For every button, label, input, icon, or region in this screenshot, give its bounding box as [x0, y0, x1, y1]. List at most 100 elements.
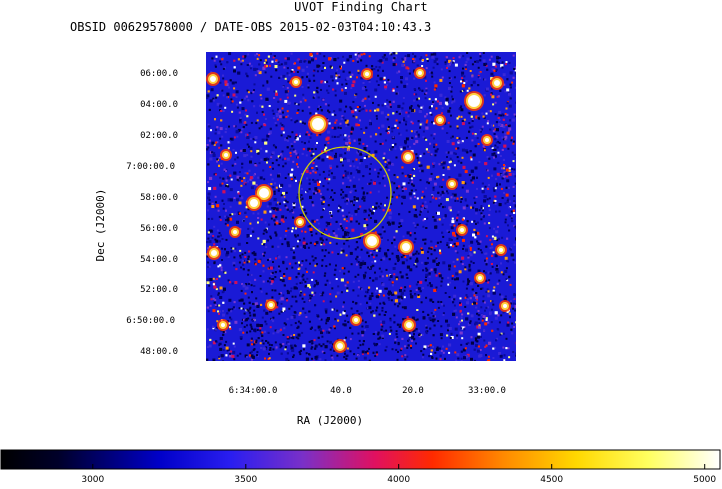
noise-pixel [442, 206, 445, 209]
noise-pixel [504, 269, 508, 273]
noise-pixel [367, 352, 369, 355]
noise-pixel [240, 184, 243, 187]
noise-pixel [451, 101, 454, 104]
noise-pixel [351, 73, 354, 76]
noise-pixel [345, 357, 348, 360]
noise-pixel [319, 237, 323, 241]
noise-pixel [338, 108, 342, 112]
noise-pixel [487, 281, 490, 284]
noise-pixel [477, 84, 480, 87]
noise-pixel [221, 89, 224, 92]
noise-pixel [346, 171, 350, 175]
noise-pixel [219, 347, 223, 351]
noise-pixel [485, 279, 488, 282]
noise-pixel [253, 105, 256, 108]
noise-pixel [326, 340, 329, 343]
noise-pixel [274, 182, 277, 185]
noise-pixel [326, 155, 329, 158]
noise-pixel [253, 67, 257, 71]
noise-pixel [410, 105, 413, 107]
noise-pixel [405, 123, 407, 126]
noise-pixel [325, 318, 329, 322]
noise-pixel [340, 224, 343, 227]
noise-pixel [416, 98, 419, 101]
noise-pixel [350, 172, 353, 175]
noise-pixel [213, 262, 216, 265]
noise-pixel [491, 329, 494, 332]
noise-pixel [385, 329, 388, 332]
noise-pixel [354, 209, 358, 213]
noise-pixel [451, 159, 454, 162]
noise-pixel [424, 238, 427, 241]
noise-pixel [442, 351, 445, 354]
noise-pixel [498, 57, 501, 59]
noise-pixel [330, 75, 334, 79]
noise-pixel [453, 298, 456, 301]
noise-pixel [363, 277, 366, 280]
noise-pixel [509, 247, 512, 250]
noise-pixel [274, 65, 278, 68]
noise-pixel [471, 75, 474, 78]
noise-pixel [218, 357, 221, 360]
noise-pixel [477, 269, 481, 273]
noise-pixel [303, 142, 306, 145]
noise-pixel [264, 357, 266, 360]
noise-pixel [241, 166, 244, 169]
noise-pixel [301, 230, 303, 233]
noise-pixel [221, 238, 224, 240]
noise-pixel [402, 182, 406, 186]
noise-pixel [309, 241, 312, 244]
noise-pixel [435, 286, 438, 289]
noise-pixel [227, 216, 230, 219]
noise-pixel [448, 237, 452, 241]
noise-pixel [384, 311, 387, 313]
noise-pixel [496, 59, 499, 62]
noise-pixel [293, 140, 296, 143]
noise-pixel [480, 212, 483, 215]
noise-pixel [267, 358, 270, 360]
noise-pixel [221, 199, 224, 202]
noise-pixel [464, 268, 467, 271]
noise-pixel [312, 152, 315, 155]
noise-pixel [263, 61, 266, 64]
noise-pixel [274, 289, 277, 292]
noise-pixel [359, 205, 362, 208]
noise-pixel [469, 70, 472, 72]
noise-pixel [505, 337, 508, 340]
noise-pixel [420, 122, 424, 126]
noise-pixel [274, 231, 277, 234]
noise-pixel [410, 340, 413, 342]
noise-pixel [428, 275, 431, 278]
noise-pixel [380, 258, 383, 261]
noise-pixel [253, 83, 256, 86]
noise-pixel [507, 321, 510, 324]
noise-pixel [485, 306, 488, 309]
noise-pixel [475, 295, 478, 299]
noise-pixel [486, 359, 489, 361]
noise-pixel [353, 176, 355, 179]
noise-pixel [410, 177, 413, 180]
noise-pixel [432, 334, 435, 337]
noise-pixel [491, 95, 495, 99]
noise-pixel [460, 105, 463, 108]
noise-pixel [492, 251, 495, 254]
noise-pixel [368, 208, 371, 211]
noise-pixel [250, 274, 253, 276]
noise-pixel [377, 333, 380, 336]
noise-pixel [284, 234, 287, 237]
noise-pixel [312, 162, 315, 165]
noise-pixel [446, 58, 449, 61]
noise-pixel [449, 160, 452, 163]
noise-pixel [499, 333, 502, 336]
noise-pixel [324, 283, 327, 286]
noise-pixel [427, 257, 429, 260]
noise-pixel [485, 245, 488, 248]
noise-pixel [232, 350, 236, 354]
noise-pixel [462, 348, 466, 352]
noise-pixel [513, 113, 516, 116]
noise-pixel [299, 60, 303, 63]
noise-pixel [363, 131, 366, 134]
noise-pixel [286, 96, 289, 99]
noise-pixel [490, 72, 494, 76]
noise-pixel [364, 97, 367, 100]
